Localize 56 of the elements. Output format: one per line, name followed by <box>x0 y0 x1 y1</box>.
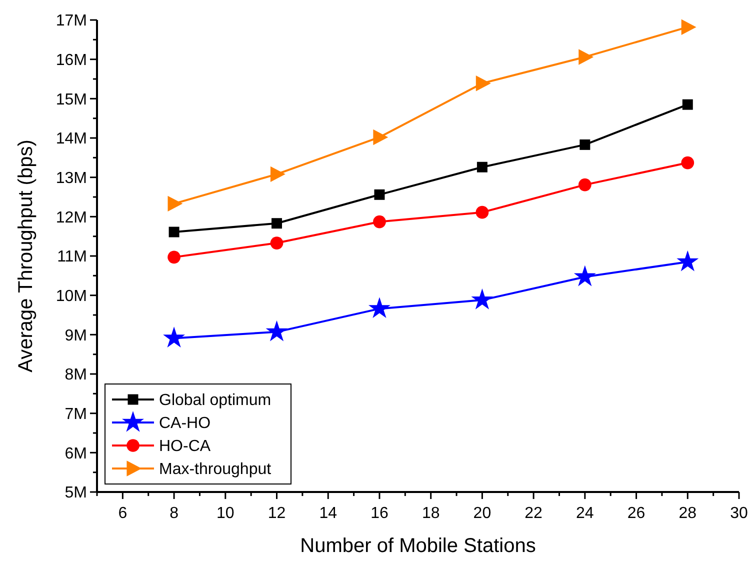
x-tick-label: 24 <box>576 505 594 522</box>
y-tick-label: 6M <box>64 445 87 462</box>
x-tick-label: 10 <box>216 505 234 522</box>
point <box>471 288 494 310</box>
point <box>580 139 590 150</box>
x-tick-label: 16 <box>370 505 388 522</box>
point <box>676 250 699 272</box>
point <box>368 297 390 318</box>
point <box>476 75 491 92</box>
x-tick-label: 14 <box>319 505 338 522</box>
x-tick-label: 8 <box>170 505 179 522</box>
point <box>270 236 284 250</box>
point <box>578 178 592 192</box>
point <box>476 206 489 219</box>
point <box>266 320 288 342</box>
x-tick-label: 12 <box>268 505 286 522</box>
y-tick-label: 7M <box>64 406 87 423</box>
y-tick-label: 17M <box>56 12 87 30</box>
x-tick-label: 28 <box>678 505 697 522</box>
x-axis-title: Number of Mobile Stations <box>300 535 536 557</box>
point <box>574 265 596 286</box>
point <box>373 215 386 228</box>
y-tick-label: 14M <box>56 130 87 148</box>
x-tick-label: 20 <box>473 505 492 522</box>
y-axis-title: Average Throughput (bps) <box>15 140 37 372</box>
y-tick-label: 13M <box>56 170 87 187</box>
x-tick-label: 6 <box>118 505 128 522</box>
point <box>578 49 594 65</box>
legend-label: HO-CA <box>159 438 211 456</box>
legend-label: Global optimum <box>159 392 272 410</box>
point <box>168 196 183 212</box>
y-tick-label: 15M <box>56 91 87 108</box>
point <box>270 166 286 182</box>
y-tick-label: 9M <box>64 327 87 344</box>
point <box>168 226 180 238</box>
point <box>476 162 488 172</box>
point <box>681 156 694 170</box>
point <box>272 218 282 229</box>
x-tick-label: 22 <box>524 505 543 522</box>
y-tick-label: 12M <box>56 209 87 226</box>
point <box>163 326 186 348</box>
x-tick-label: 26 <box>627 505 646 522</box>
x-tick-label: 18 <box>422 505 440 522</box>
point <box>374 189 385 200</box>
y-tick-label: 11M <box>57 248 87 266</box>
y-tick-label: 8M <box>64 366 87 384</box>
point <box>682 99 693 110</box>
legend-label: CA-HO <box>159 415 211 432</box>
y-tick-label: 5M <box>64 484 87 502</box>
point <box>373 129 388 146</box>
y-tick-label: 10M <box>56 288 87 305</box>
x-tick-label: 30 <box>730 505 748 522</box>
legend-label: Max-throughput <box>159 461 272 478</box>
y-tick-label: 16M <box>56 52 87 69</box>
point <box>681 19 696 35</box>
point <box>168 250 180 264</box>
